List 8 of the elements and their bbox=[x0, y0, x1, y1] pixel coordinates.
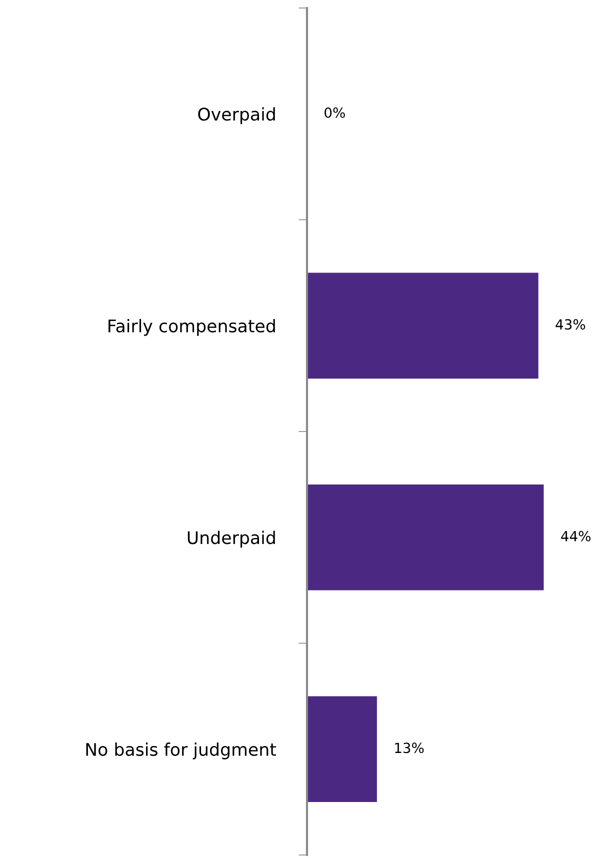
data-label: 13% bbox=[395, 742, 424, 754]
data-label: 44% bbox=[561, 530, 590, 542]
y-tick-label: Overpaid bbox=[198, 107, 275, 124]
data-label: 0% bbox=[324, 107, 345, 118]
y-tick-label: No basis for judgment bbox=[86, 742, 276, 760]
y-tick-label: Fairly compensated bbox=[108, 319, 275, 336]
y-tick-label: Underpaid bbox=[188, 530, 275, 548]
data-label: 43% bbox=[556, 319, 586, 330]
